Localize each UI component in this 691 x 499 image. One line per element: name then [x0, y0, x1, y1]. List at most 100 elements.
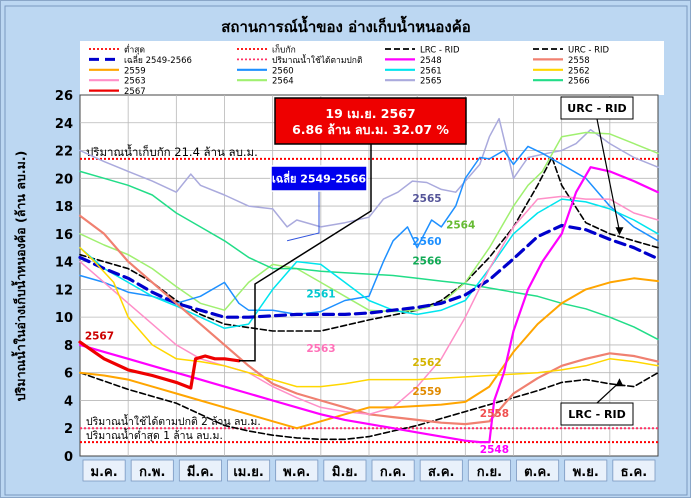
legend-label-4: เฉลี่ย 2549-2566: [124, 54, 192, 66]
chart-title: สถานการณ์น้ำของ อ่างเก็บน้ำหนองค้อ: [221, 15, 471, 36]
y-tick-label-10: 20: [55, 172, 73, 187]
x-tick-box-3: [227, 459, 271, 482]
series-label-2562: 2562: [412, 357, 441, 369]
series-label-2548: 2548: [480, 444, 509, 456]
series: [78, 117, 660, 444]
x-tick-box-6: [371, 459, 415, 482]
x-tick-label-2: มี.ค.: [187, 464, 214, 480]
x-tick-label-4: พ.ค.: [283, 465, 310, 480]
y-tick-label-11: 22: [55, 145, 73, 160]
callout-arrow-3: [615, 378, 624, 387]
x-tick-box-1: [130, 459, 174, 482]
x-tick-box-0: [82, 459, 126, 482]
legend-label-9: 2560: [272, 66, 294, 76]
series-label-2567: 2567: [85, 330, 114, 342]
legend-label-3: URC - RID: [568, 46, 610, 56]
y-tick-label-12: 24: [55, 117, 73, 132]
x-tick-box-11: [612, 459, 656, 482]
series-labels: 2567 2565 2564 2560 2566 2561 2563 2562 2559 2558…: [85, 193, 509, 456]
callout-text-2-0: URC - RID: [567, 102, 626, 115]
x-tick-label-0: ม.ค.: [91, 465, 118, 480]
reference-lines: ปริมาณน้ำเก็บกัก 21.4 ล้าน ลบ.ม. ปริมาณน้…: [80, 144, 658, 444]
legend-label-5: ปริมาณน้ำใช้ได้ตามปกติ: [272, 54, 362, 66]
legend-label-0: ต่ำสุด: [124, 44, 145, 56]
callout-leader-2: [596, 118, 621, 232]
x-tick-label-3: เม.ย.: [233, 465, 264, 480]
legend-label-1: เก็บกัก: [272, 44, 296, 56]
x-tick-label-10: พ.ย.: [573, 465, 599, 480]
legend-label-2: LRC - RID: [420, 46, 460, 56]
legend-label-6: 2548: [420, 56, 442, 66]
callout-text-0-0: 19 เม.ย. 2567: [325, 106, 415, 121]
x-tick-label-11: ธ.ค.: [621, 465, 648, 480]
y-tick-label-9: 18: [55, 200, 73, 215]
y-tick-label-0: 0: [64, 450, 73, 465]
y-tick-label-5: 10: [55, 311, 73, 326]
x-tick-box-4: [275, 459, 319, 482]
series-label-2560: 2560: [412, 236, 441, 248]
series-line-2567: [78, 340, 241, 390]
series-line-LRC - RID: [79, 371, 659, 441]
x-tick-box-7: [419, 459, 463, 482]
ref-label-1: ปริมาณน้ำใช้ได้ตามปกติ 2 ล้าน ลบ.ม.: [86, 414, 261, 428]
y-tick-label-6: 12: [55, 283, 73, 298]
x-tick-label-7: ส.ค.: [428, 465, 455, 480]
y-tick-label-8: 16: [55, 228, 73, 243]
legend-label-12: 2563: [124, 77, 146, 87]
x-tick-box-5: [323, 459, 367, 482]
legend-label-14: 2565: [420, 77, 442, 87]
callout-text-3-0: LRC - RID: [568, 408, 625, 421]
callout-text-0-1: 6.86 ล้าน ลบ.ม. 32.07 %: [292, 122, 449, 137]
series-line-2561: [79, 198, 659, 330]
x-tick-label-5: มิ.ย.: [332, 465, 358, 480]
legend-label-15: 2566: [568, 77, 590, 87]
y-tick-label-3: 6: [64, 367, 73, 382]
legend-box: [80, 41, 664, 95]
x-tick-label-6: ก.ค.: [380, 465, 406, 480]
series-line-2560: [79, 145, 659, 316]
legend-label-16: 2567: [124, 87, 146, 97]
legend-label-7: 2558: [568, 56, 590, 66]
callout-box-0: [274, 97, 467, 145]
x-tick-label-8: ก.ย.: [477, 465, 502, 480]
legend-label-10: 2561: [420, 66, 442, 76]
series-label-2564: 2564: [446, 219, 475, 231]
x-tick-box-8: [467, 459, 511, 482]
series-label-2559: 2559: [412, 386, 441, 398]
legend-label-8: 2559: [124, 66, 146, 76]
series-line-2563: [79, 195, 659, 416]
y-axis-label: ปริมาณน้ำในอ่างเก็บน้ำหนองค้อ (ล้าน ลบ.ม…: [11, 151, 28, 402]
x-tick-box-2: [178, 459, 222, 482]
series-line-2559: [79, 277, 659, 430]
y-tick-label-13: 26: [55, 89, 73, 104]
y-tick-label-1: 2: [64, 422, 73, 437]
legend: ต่ำสุด เก็บกัก LRC - RID URC - RID เฉลี่ย 25…: [89, 44, 610, 97]
x-tick-label-1: ก.พ.: [139, 465, 165, 480]
y-tick-label-2: 4: [64, 394, 73, 409]
callout-leader-0: [238, 144, 372, 362]
callout-box-3: [560, 402, 634, 426]
callout-box-1: [270, 165, 368, 192]
y-tick-label-7: 14: [55, 256, 73, 271]
callout-leader-3: [596, 381, 620, 404]
callout-box-2: [560, 96, 634, 120]
series-label-2563: 2563: [306, 343, 335, 355]
x-tick-box-9: [516, 459, 560, 482]
x-tick-label-9: ต.ค.: [524, 465, 551, 480]
legend-label-11: 2562: [568, 66, 590, 76]
callout-arrow-2: [615, 227, 624, 236]
series-label-2565: 2565: [412, 193, 441, 205]
series-line-2548: [78, 166, 660, 444]
y-tick-label-4: 8: [64, 339, 73, 354]
series-label-2561: 2561: [306, 289, 335, 301]
series-label-2566: 2566: [412, 255, 441, 267]
x-tick-box-10: [564, 459, 608, 482]
ref-label-2: ปริมาณน้ำต่ำสุด 1 ล้าน ลบ.ม.: [86, 428, 223, 442]
series-line-2565: [79, 117, 659, 228]
callout-leader-1: [286, 191, 320, 242]
series-label-2558: 2558: [480, 408, 509, 420]
